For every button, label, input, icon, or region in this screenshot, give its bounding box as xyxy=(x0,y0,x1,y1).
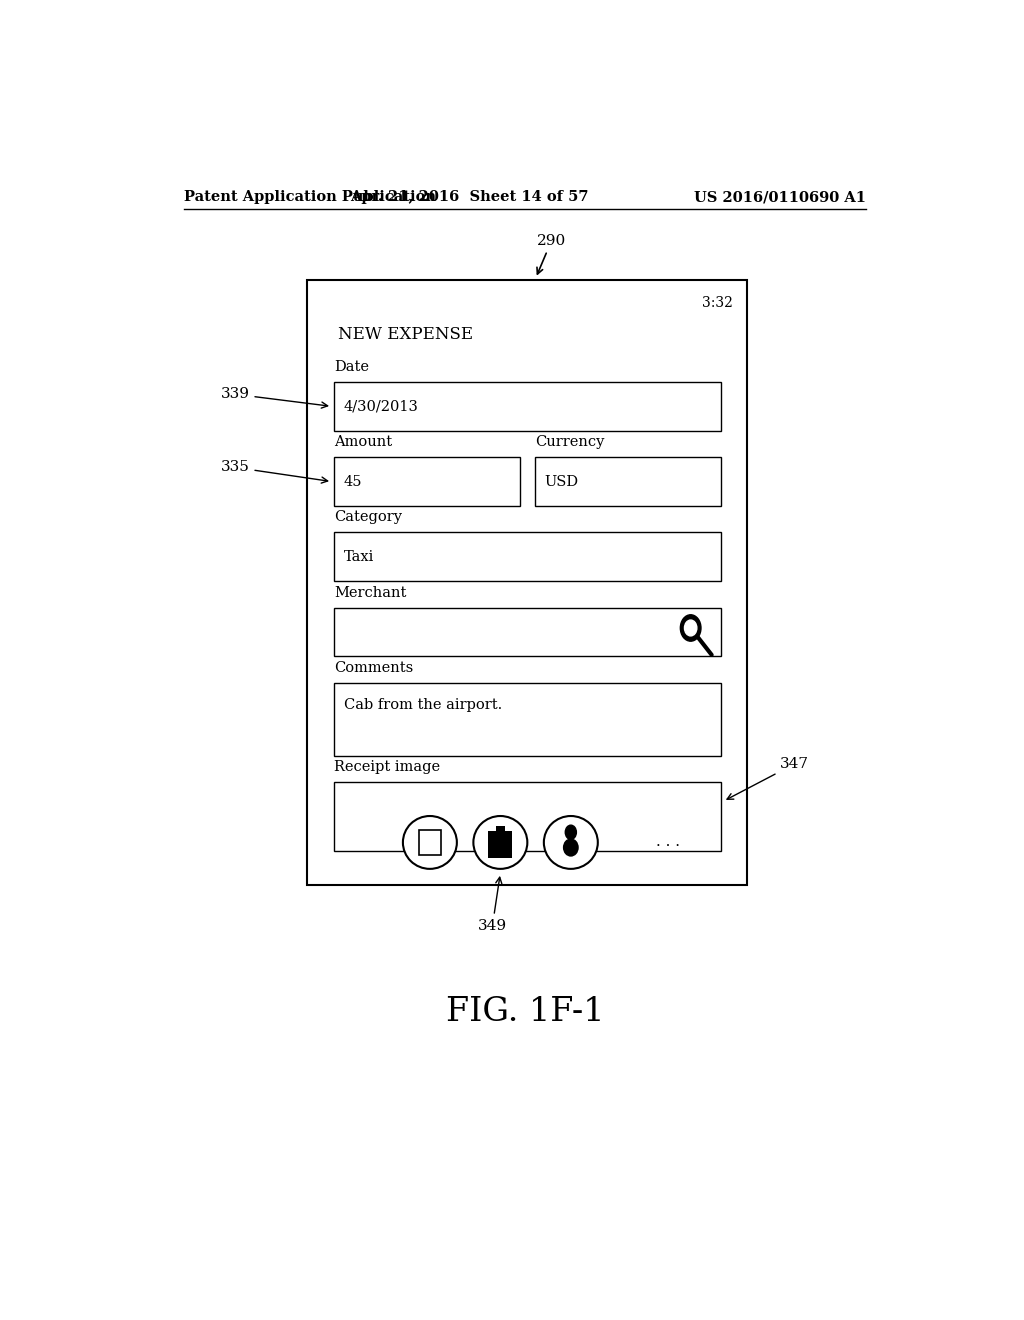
Ellipse shape xyxy=(473,816,527,869)
Bar xyxy=(334,457,520,506)
Text: US 2016/0110690 A1: US 2016/0110690 A1 xyxy=(694,190,866,205)
Text: 339: 339 xyxy=(220,387,328,408)
Bar xyxy=(488,832,512,858)
Text: 290: 290 xyxy=(537,234,566,275)
Circle shape xyxy=(565,825,577,840)
Ellipse shape xyxy=(544,816,598,869)
Text: Receipt image: Receipt image xyxy=(334,760,440,775)
Text: . . .: . . . xyxy=(655,836,680,850)
Text: USD: USD xyxy=(544,475,579,488)
Text: Cab from the airport.: Cab from the airport. xyxy=(344,698,502,711)
Text: Merchant: Merchant xyxy=(334,586,407,599)
Bar xyxy=(334,682,721,756)
Text: Amount: Amount xyxy=(334,436,392,449)
Text: NEW EXPENSE: NEW EXPENSE xyxy=(338,326,473,343)
Text: 335: 335 xyxy=(220,461,328,483)
Text: Comments: Comments xyxy=(334,661,414,675)
Circle shape xyxy=(684,620,697,636)
Text: Date: Date xyxy=(334,360,370,374)
Ellipse shape xyxy=(402,816,457,869)
Bar xyxy=(496,826,505,833)
Text: FIG. 1F-1: FIG. 1F-1 xyxy=(445,997,604,1028)
Text: Patent Application Publication: Patent Application Publication xyxy=(183,190,435,205)
Bar xyxy=(334,532,721,581)
Text: Category: Category xyxy=(334,511,402,524)
Ellipse shape xyxy=(563,838,579,857)
Text: Currency: Currency xyxy=(535,436,604,449)
Bar xyxy=(334,783,721,850)
Text: Apr. 21, 2016  Sheet 14 of 57: Apr. 21, 2016 Sheet 14 of 57 xyxy=(350,190,589,205)
Bar xyxy=(306,280,748,886)
Circle shape xyxy=(680,615,701,642)
Text: 347: 347 xyxy=(727,756,809,800)
Bar xyxy=(334,607,721,656)
Bar xyxy=(419,830,441,854)
Text: 45: 45 xyxy=(344,475,362,488)
Bar xyxy=(535,457,721,506)
Text: 3:32: 3:32 xyxy=(701,296,733,310)
Text: Taxi: Taxi xyxy=(344,550,374,564)
Text: 349: 349 xyxy=(478,878,507,933)
Bar xyxy=(334,381,721,430)
Text: 4/30/2013: 4/30/2013 xyxy=(344,400,419,413)
